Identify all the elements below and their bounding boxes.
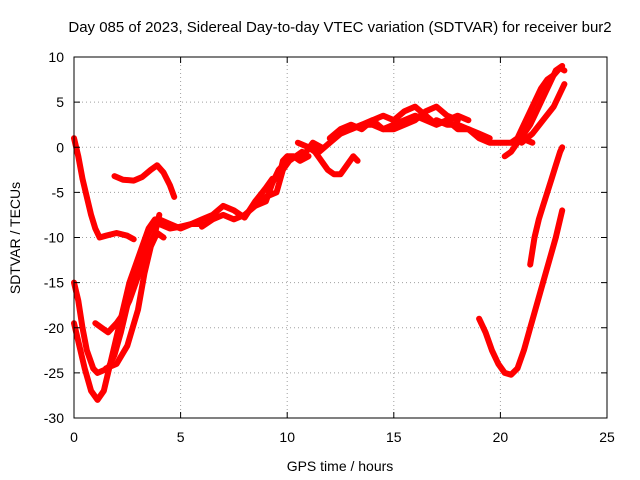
axis-ticks: 0 5 10 15 20 25 -30 -25 -20 -15 -10 -5 0 5 10 <box>44 49 615 445</box>
y-tick-label: 5 <box>56 94 64 110</box>
series-18 <box>476 207 566 378</box>
y-tick-label: 10 <box>48 49 64 65</box>
y-tick-label: -25 <box>44 365 64 381</box>
x-tick-label: 20 <box>493 429 509 445</box>
y-tick-label: -5 <box>52 184 65 200</box>
y-tick-label: 0 <box>56 139 64 155</box>
series-1 <box>71 135 137 243</box>
x-axis-label: GPS time / hours <box>287 458 394 474</box>
series-6 <box>103 230 167 372</box>
x-tick-label: 10 <box>279 429 295 445</box>
series-2 <box>111 162 178 200</box>
series-19 <box>527 144 566 268</box>
x-tick-label: 5 <box>177 429 185 445</box>
y-tick-label: -30 <box>44 410 64 426</box>
series-3 <box>71 216 205 376</box>
y-axis-label: SDTVAR / TECUs <box>7 182 23 294</box>
x-tick-label: 25 <box>599 429 615 445</box>
x-tick-label: 15 <box>386 429 402 445</box>
data-series <box>71 63 568 403</box>
y-tick-label: -15 <box>44 275 64 291</box>
series-16 <box>508 64 568 146</box>
y-tick-label: -10 <box>44 230 64 246</box>
series-13 <box>348 103 461 133</box>
x-tick-label: 0 <box>70 429 78 445</box>
y-tick-label: -20 <box>44 320 64 336</box>
series-10 <box>305 144 361 178</box>
chart-title: Day 085 of 2023, Sidereal Day-to-day VTE… <box>68 19 611 36</box>
series-17 <box>518 81 568 146</box>
